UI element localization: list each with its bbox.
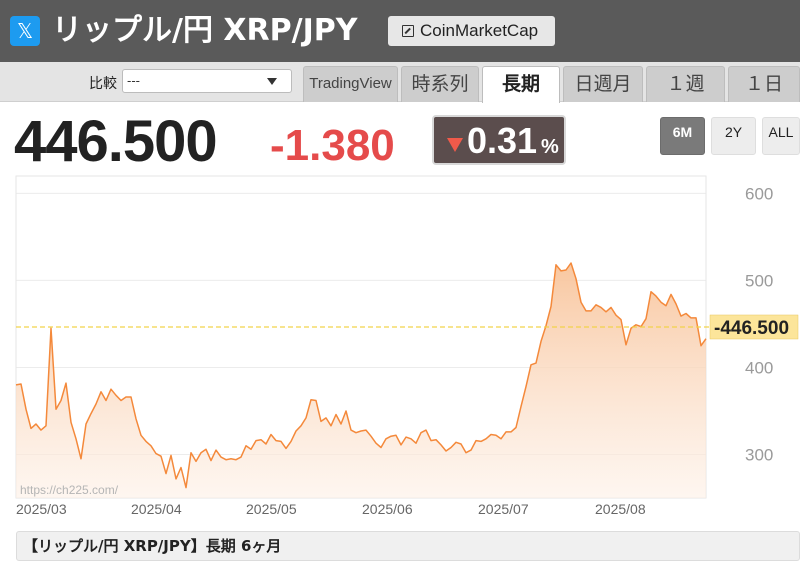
chevron-down-icon bbox=[267, 78, 277, 85]
chart-caption: 【リップル/円 XRP/JPY】長期 6ヶ月 bbox=[16, 531, 800, 561]
range-button-all[interactable]: ALL bbox=[762, 117, 800, 155]
percent-change-badge: 0.31 % bbox=[432, 115, 566, 165]
x-tick-label: 2025/07 bbox=[478, 501, 529, 517]
tab-time-series[interactable]: 時系列 bbox=[401, 66, 479, 102]
x-tick-label: 2025/08 bbox=[595, 501, 646, 517]
price-change: -1.380 bbox=[270, 121, 395, 170]
compare-select-value: --- bbox=[127, 73, 140, 88]
tab-one-day[interactable]: １日 bbox=[728, 66, 800, 102]
current-price: 446.500 bbox=[14, 109, 218, 174]
x-tick-label: 2025/03 bbox=[16, 501, 67, 517]
current-price-label-bg bbox=[709, 314, 799, 340]
x-tick-label: 2025/06 bbox=[362, 501, 413, 517]
tab-long-term[interactable]: 長期 bbox=[482, 66, 560, 103]
page-title: リップル/円 XRP/JPY bbox=[52, 13, 358, 48]
x-share-icon[interactable]: 𝕏 bbox=[10, 16, 40, 46]
source-url[interactable]: https://ch225.com/ bbox=[20, 483, 119, 497]
tab-one-week[interactable]: １週 bbox=[646, 66, 725, 102]
y-axis: 300 400 500 600 bbox=[745, 184, 773, 464]
coinmarketcap-label: CoinMarketCap bbox=[420, 21, 539, 40]
tab-tradingview[interactable]: TradingView bbox=[303, 66, 398, 102]
toolbar: 比較 --- TradingView 時系列 長期 日週月 １週 １日 bbox=[0, 62, 800, 103]
y-tick-label: 600 bbox=[745, 184, 773, 203]
current-price-label: -446.500 bbox=[714, 318, 789, 339]
percent-sign: % bbox=[541, 136, 559, 158]
header-bar: 𝕏 リップル/円 XRP/JPY CoinMarketCap bbox=[0, 0, 800, 62]
price-area bbox=[16, 263, 706, 498]
tab-daily-weekly-monthly[interactable]: 日週月 bbox=[563, 66, 643, 102]
y-tick-label: 300 bbox=[745, 445, 773, 464]
percent-change-value: 0.31 bbox=[467, 120, 538, 161]
compare-select[interactable]: --- bbox=[122, 69, 292, 93]
range-button-6m[interactable]: 6M bbox=[660, 117, 705, 155]
external-link-icon bbox=[402, 25, 414, 37]
x-tick-label: 2025/05 bbox=[246, 501, 297, 517]
y-tick-label: 400 bbox=[745, 358, 773, 377]
compare-label: 比較 bbox=[89, 76, 117, 92]
coinmarketcap-button[interactable]: CoinMarketCap bbox=[388, 16, 555, 46]
y-tick-label: 500 bbox=[745, 271, 773, 290]
current-price-marker: -446.500 bbox=[709, 314, 799, 340]
x-axis: 2025/03 2025/04 2025/05 2025/06 2025/07 2025/… bbox=[16, 501, 646, 517]
down-triangle-icon bbox=[447, 138, 463, 152]
range-button-2y[interactable]: 2Y bbox=[711, 117, 756, 155]
price-line bbox=[15, 262, 707, 489]
x-tick-label: 2025/04 bbox=[131, 501, 182, 517]
